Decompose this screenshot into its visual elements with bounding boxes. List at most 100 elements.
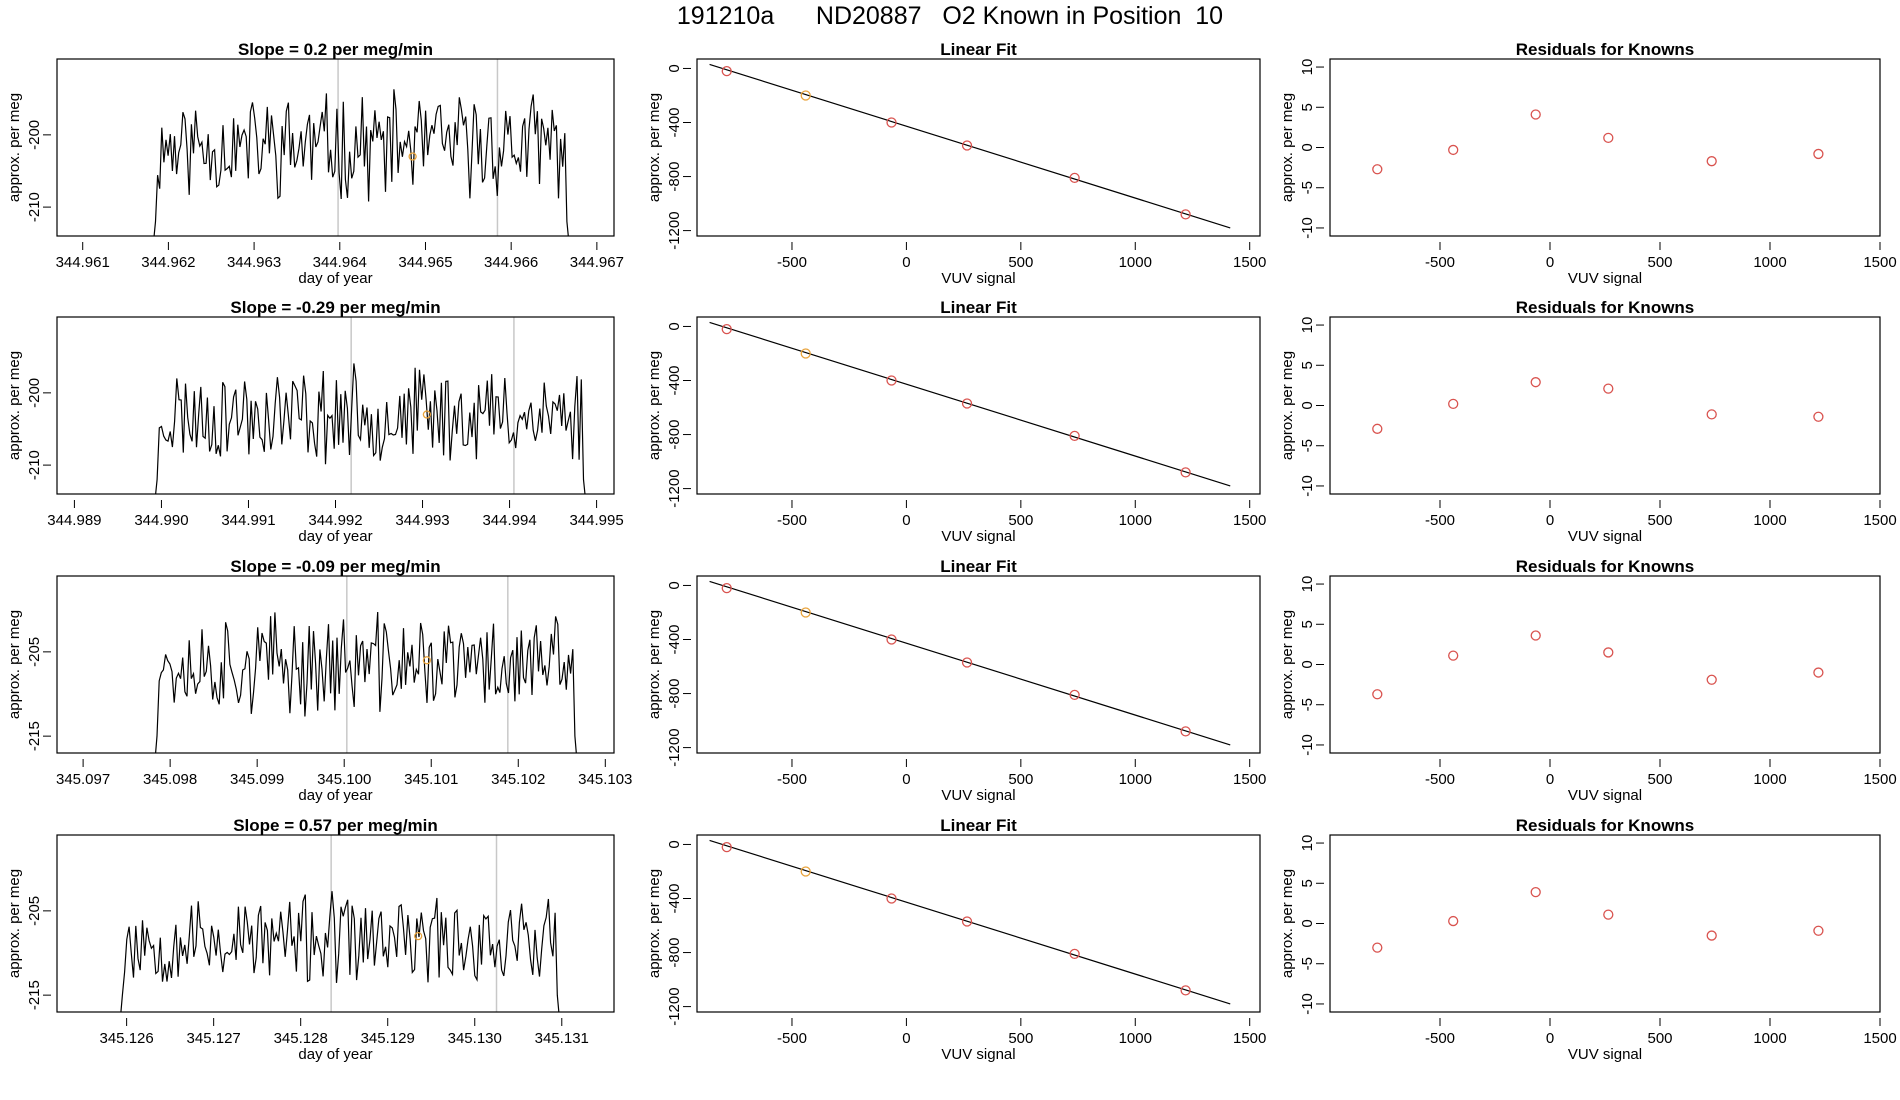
x-tick-label: 345.098: [143, 771, 197, 788]
y-tick-label: -210: [26, 450, 43, 480]
x-tick-label: -500: [1425, 512, 1455, 529]
data-point: [721, 842, 732, 853]
highlight-point: [408, 152, 417, 161]
plot-area: [120, 835, 560, 1012]
x-tick-label: 344.993: [395, 512, 449, 529]
x-tick-label: -500: [1425, 771, 1455, 788]
data-point: [961, 657, 973, 668]
x-axis-label: VUV signal: [1568, 528, 1642, 545]
y-tick-label: 10: [1299, 576, 1316, 593]
data-point: [1813, 925, 1824, 936]
data-point: [1530, 109, 1541, 120]
data-point: [721, 66, 732, 77]
chart-title: Linear Fit: [940, 557, 1017, 576]
plot-frame: [1329, 834, 1881, 1013]
y-tick-label: 10: [1299, 317, 1316, 334]
x-axis-label: VUV signal: [1568, 1046, 1642, 1063]
x-tick-label: 344.961: [56, 254, 110, 271]
y-tick-label: -400: [666, 107, 683, 137]
x-tick-label: -500: [777, 771, 807, 788]
x-tick-label: 0: [1546, 512, 1554, 529]
data-point: [1448, 915, 1459, 927]
data-point: [721, 324, 732, 335]
data-point: [1813, 667, 1824, 678]
chart-panel: Linear Fit -500 0 500 1000 1500 0 -400 -800 -1200…: [646, 298, 1266, 545]
x-tick-label: 1500: [1233, 771, 1266, 788]
y-axis-label: approx. per meg: [1279, 869, 1296, 978]
y-tick-label: -205: [26, 896, 43, 926]
y-tick-label: 5: [1299, 361, 1316, 369]
chart-panel: Residuals for Knowns -500 0 500 1000 1500 10 5 0…: [1279, 557, 1897, 804]
y-tick-label: -210: [26, 192, 43, 222]
x-tick-label: 1500: [1863, 1030, 1896, 1047]
x-tick-label: 1500: [1233, 1030, 1266, 1047]
data-point: [1603, 647, 1614, 658]
fit-line: [709, 839, 1231, 1005]
x-tick-label: 344.989: [47, 512, 101, 529]
y-tick-label: -205: [26, 637, 43, 667]
data-point: [886, 375, 897, 386]
y-tick-label: 0: [666, 581, 683, 589]
highlight-point: [800, 607, 811, 618]
chart-title: Slope = -0.29 per meg/min: [230, 298, 440, 317]
x-tick-label: 0: [1546, 771, 1554, 788]
y-tick-label: 5: [1299, 103, 1316, 111]
x-tick-label: 1500: [1233, 512, 1266, 529]
y-tick-label: -1200: [666, 728, 683, 766]
y-tick-label: -1200: [666, 211, 683, 249]
data-point: [1372, 689, 1383, 700]
y-axis-label: approx. per meg: [1279, 351, 1296, 460]
x-axis-label: day of year: [298, 787, 372, 804]
y-tick-label: 10: [1299, 835, 1316, 852]
data-point: [1813, 148, 1824, 160]
y-tick-label: 10: [1299, 59, 1316, 76]
x-tick-label: 344.962: [141, 254, 195, 271]
chart-title: Slope = -0.09 per meg/min: [230, 557, 440, 576]
y-tick-label: 5: [1299, 620, 1316, 628]
plot-frame: [696, 834, 1261, 1013]
data-point: [1603, 132, 1614, 143]
x-tick-label: 1500: [1233, 254, 1266, 271]
x-tick-label: 344.966: [484, 254, 538, 271]
y-tick-label: 0: [1299, 401, 1316, 409]
plot-frame: [56, 575, 615, 754]
data-point: [1706, 674, 1717, 685]
x-tick-label: 344.995: [569, 512, 623, 529]
data-point: [961, 398, 973, 409]
plot-area: [153, 59, 569, 236]
x-tick-label: 345.128: [274, 1030, 328, 1047]
series-line: [154, 611, 577, 753]
chart-panel: Residuals for Knowns -500 0 500 1000 1500 10 5 0…: [1279, 298, 1897, 545]
y-tick-label: -5: [1299, 698, 1316, 711]
y-tick-label: -10: [1299, 993, 1316, 1015]
plot-frame: [696, 575, 1261, 754]
chart-panel: Residuals for Knowns -500 0 500 1000 1500 10 5 0…: [1279, 816, 1897, 1063]
series-line: [153, 89, 569, 236]
data-point: [1180, 985, 1191, 996]
data-point: [1069, 689, 1080, 701]
data-point: [1448, 650, 1459, 661]
y-tick-label: -215: [26, 721, 43, 751]
y-tick-label: -5: [1299, 181, 1316, 194]
x-axis-label: VUV signal: [941, 270, 1015, 287]
x-axis-label: day of year: [298, 1046, 372, 1063]
x-tick-label: 500: [1008, 1030, 1033, 1047]
data-point: [1706, 156, 1717, 167]
x-tick-label: 1500: [1863, 254, 1896, 271]
plot-frame: [56, 316, 615, 495]
plot-frame: [1329, 316, 1881, 495]
chart-title: Slope = 0.2 per meg/min: [238, 40, 433, 59]
x-tick-label: 344.965: [398, 254, 452, 271]
chart-title: Residuals for Knowns: [1516, 816, 1695, 835]
x-tick-label: 345.097: [56, 771, 110, 788]
data-point: [961, 140, 973, 151]
chart-title: Residuals for Knowns: [1516, 298, 1695, 317]
y-tick-label: 0: [1299, 919, 1316, 927]
series-line: [155, 363, 586, 494]
y-tick-label: -5: [1299, 439, 1316, 452]
x-tick-label: 500: [1647, 771, 1672, 788]
chart-panel: Linear Fit -500 0 500 1000 1500 0 -400 -800 -1200…: [646, 557, 1266, 804]
x-axis-label: day of year: [298, 528, 372, 545]
x-tick-label: 344.963: [227, 254, 281, 271]
y-axis-label: approx. per meg: [646, 351, 663, 460]
